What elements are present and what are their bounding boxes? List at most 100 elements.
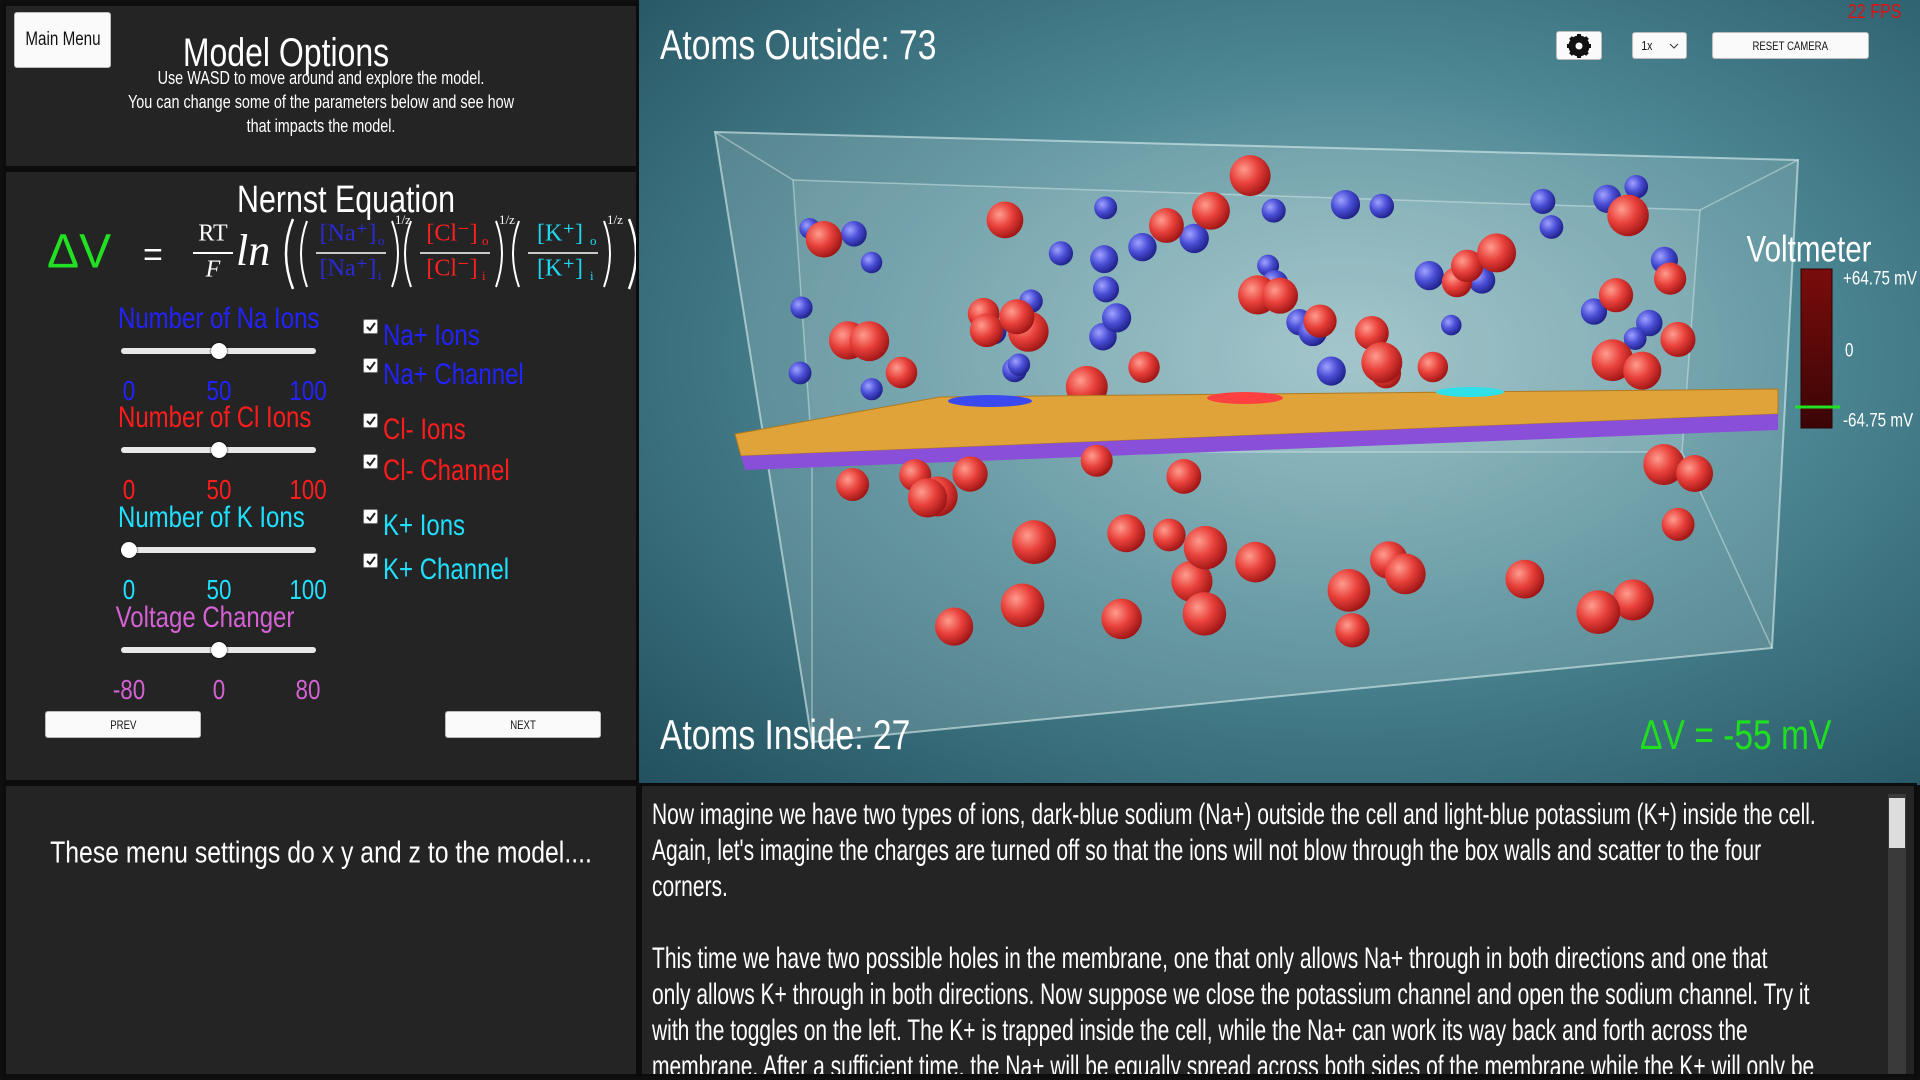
panel-title: Model Options	[182, 31, 390, 75]
info-text: These menu settings do x y and z to the …	[50, 834, 592, 870]
sodium-atom	[1048, 241, 1074, 266]
sodium-atom	[1101, 303, 1132, 333]
checkbox[interactable]	[363, 358, 378, 373]
box-back	[792, 179, 1701, 453]
sodium-atom	[1624, 174, 1649, 199]
speed-dropdown[interactable]: 1x	[1632, 32, 1687, 59]
info-panel: These menu settings do x y and z to the …	[3, 783, 639, 1077]
prev-button[interactable]: PREV	[45, 711, 201, 738]
main-menu-button[interactable]: Main Menu	[14, 12, 111, 68]
sodium-atom	[1128, 232, 1157, 262]
chloride-atom	[1384, 553, 1426, 595]
term-denominator: [Na⁺]	[320, 256, 377, 282]
checkbox-label: K+ Channel	[383, 553, 510, 586]
chloride-atom	[1012, 520, 1057, 565]
paren	[512, 220, 520, 288]
slider-handle[interactable]	[210, 642, 227, 658]
chloride-atom	[1327, 568, 1371, 612]
button-label: RESET CAMERA	[1752, 38, 1829, 53]
chloride-atom	[885, 356, 918, 389]
sodium-atom	[1539, 215, 1564, 239]
chloride-atom	[1107, 514, 1146, 553]
chloride-atom	[1643, 443, 1685, 486]
potassium-channel	[1436, 387, 1504, 397]
instruction-line: Use WASD to move around and explore the …	[157, 68, 485, 88]
chloride-atom	[1303, 304, 1337, 338]
chloride-atom	[952, 456, 988, 492]
sodium-atom	[1636, 309, 1663, 337]
paren	[284, 218, 295, 290]
paren	[404, 220, 412, 288]
checkmark-stroke	[365, 511, 376, 522]
paren	[300, 220, 308, 288]
sodium-atom	[1179, 223, 1209, 254]
scrollbar-track[interactable]	[1888, 794, 1906, 1074]
checkbox[interactable]	[363, 454, 378, 469]
chloride-atom	[1171, 560, 1213, 602]
next-button[interactable]: NEXT	[445, 711, 601, 738]
description-line: This time we have two possible holes in …	[652, 942, 1768, 975]
chloride-atom	[1080, 444, 1113, 477]
chloride-atom	[1623, 351, 1662, 390]
slider-label: Number of K Ions	[118, 501, 305, 534]
checkmark-stroke	[365, 321, 376, 332]
slider-tick-label: 50	[206, 375, 231, 406]
term-denominator-sub: i	[590, 268, 594, 283]
slider-tick-label: 100	[289, 474, 327, 505]
voltmeter-bar	[1800, 268, 1833, 429]
atoms-group	[836, 443, 1714, 648]
slider-handle[interactable]	[121, 542, 137, 558]
chloride-atom	[1000, 583, 1045, 628]
checkbox-label: Cl- Channel	[383, 454, 510, 487]
sodium-atom	[841, 220, 867, 247]
button-label: PREV	[109, 717, 137, 732]
checkbox[interactable]	[363, 509, 378, 524]
delta-v-readout: ΔV = -55 mV	[1640, 711, 1832, 758]
slider-track[interactable]	[121, 547, 316, 553]
sodium-atom	[860, 251, 883, 274]
chloride-atom	[907, 478, 948, 518]
equation-equals: =	[143, 236, 163, 274]
voltmeter-min: -64.75 mV	[1843, 410, 1914, 432]
slider-handle[interactable]	[210, 442, 227, 458]
sodium-atom	[788, 361, 812, 385]
slider-tick-label: 0	[122, 574, 136, 605]
voltmeter-title: Voltmeter	[1746, 228, 1872, 270]
slider-label: Voltage Changer	[115, 601, 295, 634]
checkmark-stroke	[365, 415, 376, 426]
reset-camera-button[interactable]: RESET CAMERA	[1712, 32, 1869, 59]
term-denominator: [Cl⁻]	[426, 256, 477, 282]
equation-title: Nernst Equation	[237, 179, 455, 221]
voltmeter-zero: 0	[1845, 340, 1854, 362]
gear-icon	[1567, 33, 1591, 58]
slider-tick-label: 0	[212, 674, 225, 705]
sodium-atom	[1090, 245, 1119, 274]
slider-tick-label: 0	[122, 474, 136, 505]
button-label: NEXT	[510, 717, 536, 732]
description-line: membrane. After a sufficient time, the N…	[652, 1050, 1815, 1077]
chloride-atom	[1149, 208, 1184, 243]
checkbox[interactable]	[363, 413, 378, 428]
options-panel: Main Menu Model Options Use WASD to move…	[3, 3, 639, 169]
description-line: only allows K+ through in both direction…	[652, 978, 1810, 1011]
settings-button[interactable]	[1556, 31, 1602, 60]
atoms-inside: Atoms Inside: 27	[660, 711, 911, 758]
membrane-bottom	[741, 414, 1778, 470]
slider-handle[interactable]	[210, 343, 227, 359]
chloride-atom	[1182, 592, 1227, 636]
chloride-atom	[1261, 277, 1299, 314]
checkbox-label: K+ Ions	[383, 509, 466, 542]
checkbox[interactable]	[363, 553, 378, 568]
chloride-atom	[935, 607, 974, 646]
chloride-atom	[1152, 518, 1186, 552]
sodium-atom	[1530, 188, 1556, 214]
checkmark-stroke	[365, 360, 376, 371]
dropdown-arrow	[1669, 43, 1679, 49]
paren	[391, 220, 399, 288]
scrollbar-thumb[interactable]	[1889, 798, 1905, 848]
sodium-atom	[860, 378, 883, 401]
checkbox[interactable]	[363, 319, 378, 334]
checkbox-label: Na+ Channel	[383, 358, 524, 391]
